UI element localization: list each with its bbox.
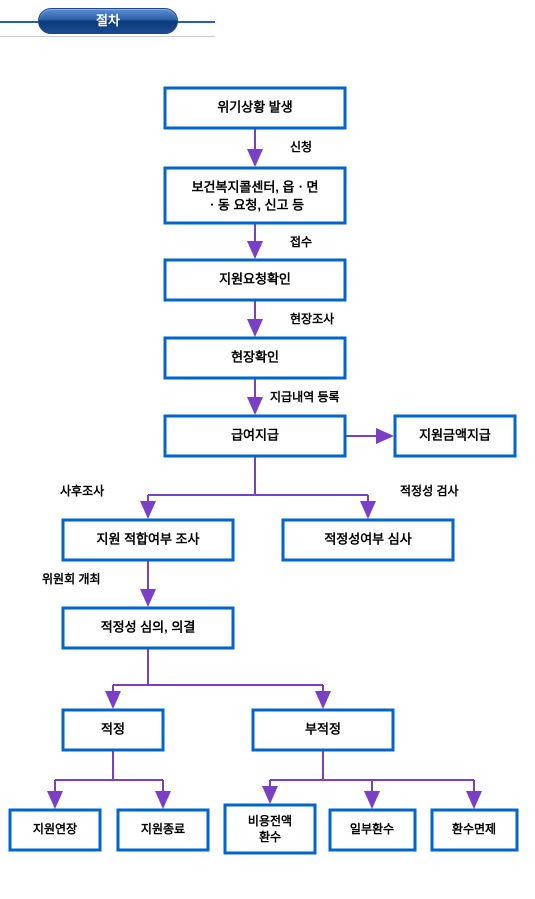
svg-text:일부환수: 일부환수 (350, 821, 394, 836)
edge-label-e7: 위원회 개최 (42, 571, 101, 586)
header-underline (0, 36, 215, 37)
node-n13: 비용전액환수 (225, 805, 315, 853)
edge-label-e3: 현장조사 (290, 311, 334, 326)
svg-text:부적정: 부적정 (305, 721, 341, 736)
edge-label-e2: 접수 (290, 235, 312, 249)
node-n14: 일부환수 (330, 810, 415, 850)
node-n2: 보건복지콜센터, 읍ㆍ면 ㆍ동 요청, 신고 등 (165, 168, 345, 223)
svg-text:환수: 환수 (259, 829, 281, 844)
svg-text:위기상황 발생: 위기상황 발생 (217, 99, 292, 114)
svg-text:급여지급: 급여지급 (231, 427, 279, 442)
svg-text:지원종료: 지원종료 (141, 821, 185, 836)
node-n3: 지원요청확인 (165, 260, 345, 300)
node-n4: 현장확인 (165, 338, 345, 378)
node-n5: 급여지급 (165, 416, 345, 456)
header-title: 절차 (38, 8, 178, 34)
edge-label-e5: 사후조사 (60, 483, 104, 498)
edge-label-e4: 지급내역 등록 (270, 389, 340, 404)
svg-text:비용전액: 비용전액 (248, 813, 292, 828)
svg-text:보건복지콜센터, 읍ㆍ면: 보건복지콜센터, 읍ㆍ면 (192, 179, 319, 194)
node-n10: 부적정 (253, 710, 393, 750)
svg-text:환수면제: 환수면제 (452, 821, 496, 836)
flowchart: 위기상황 발생 보건복지콜센터, 읍ㆍ면 ㆍ동 요청, 신고 등 지원요청확인 현… (0, 50, 535, 899)
svg-text:적정: 적정 (101, 721, 125, 736)
svg-text:적정성여부 심사: 적정성여부 심사 (324, 531, 411, 546)
node-n15: 환수면제 (432, 810, 517, 850)
svg-text:ㆍ동 요청, 신고 등: ㆍ동 요청, 신고 등 (206, 197, 304, 212)
edge-label-e6: 적정성 검사 (400, 483, 459, 498)
node-n11: 지원연장 (10, 810, 100, 850)
header-bar: 절차 (0, 8, 215, 36)
node-n6: 지원 적합여부 조사 (63, 520, 233, 560)
node-n8: 적정성 심의, 의결 (63, 608, 233, 648)
node-n7: 적정성여부 심사 (283, 520, 453, 560)
edge-label-e1: 신청 (290, 139, 312, 154)
node-n1: 위기상황 발생 (165, 88, 345, 128)
svg-text:지원요청확인: 지원요청확인 (219, 271, 291, 286)
node-n12: 지원종료 (118, 810, 208, 850)
node-n9: 적정 (63, 710, 163, 750)
svg-text:지원연장: 지원연장 (33, 821, 77, 836)
node-n5b: 지원금액지급 (395, 416, 515, 456)
svg-text:적정성 심의, 의결: 적정성 심의, 의결 (101, 619, 196, 634)
svg-text:지원금액지급: 지원금액지급 (419, 427, 491, 442)
svg-text:지원 적합여부 조사: 지원 적합여부 조사 (97, 531, 200, 546)
svg-text:현장확인: 현장확인 (231, 349, 279, 364)
